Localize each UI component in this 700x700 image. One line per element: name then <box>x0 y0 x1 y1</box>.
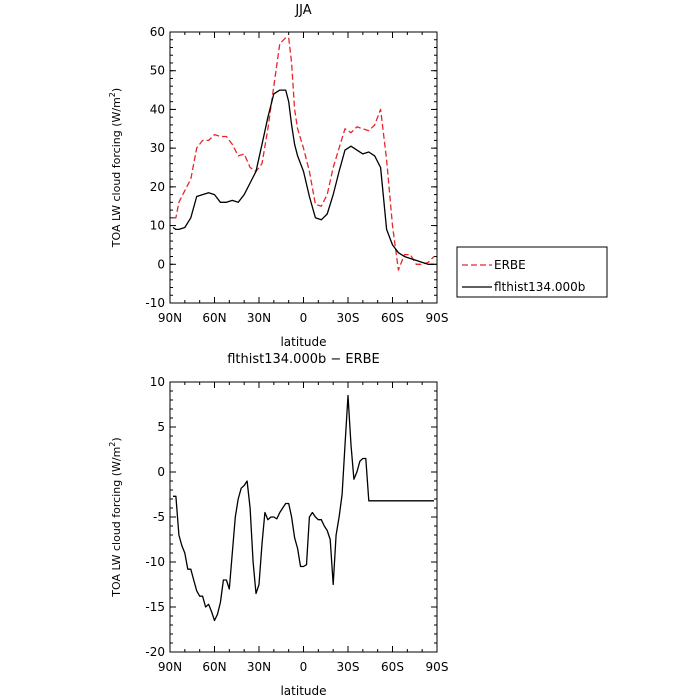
x-tick-label: 90N <box>158 311 182 325</box>
x-tick-label: 90S <box>426 311 449 325</box>
chart-title: JJA <box>294 3 311 18</box>
x-tick-label: 60S <box>381 311 404 325</box>
series-line-erbe <box>173 37 435 271</box>
y-axis-label-main: TOA LW cloud forcing (W/m <box>110 447 123 598</box>
y-tick-label: -20 <box>145 645 165 659</box>
y-tick-label: 5 <box>157 420 165 434</box>
bottom-panel-difference: flthist134.000b − ERBE -20 -15 -10 -5 0 5 10 90N… <box>108 352 448 698</box>
y-axis-label-main: TOA LW cloud forcing (W/m <box>110 97 123 248</box>
x-tick-label: 30S <box>337 660 360 674</box>
x-tick-label: 60N <box>202 660 226 674</box>
y-axis-label-end: ) <box>110 437 123 441</box>
legend-label: flthist134.000b <box>494 280 585 294</box>
x-tick-label: 30N <box>247 311 271 325</box>
x-tick-label: 90S <box>426 660 449 674</box>
y-axis-label: TOA LW cloud forcing (W/m2) <box>108 437 123 597</box>
y-axis-label-end: ) <box>110 88 123 92</box>
x-tick-label: 90N <box>158 660 182 674</box>
y-tick-label: 10 <box>150 219 165 233</box>
y-tick-label: 0 <box>157 465 165 479</box>
x-tick-label: 60S <box>381 660 404 674</box>
x-tick-label: 30N <box>247 660 271 674</box>
y-tick-label: 30 <box>150 141 165 155</box>
y-tick-label: 60 <box>150 25 165 39</box>
x-axis-label: latitude <box>280 684 326 698</box>
y-tick-label: -10 <box>145 296 165 310</box>
y-tick-label: 50 <box>150 64 165 78</box>
difference-line <box>173 394 434 622</box>
series-line-flthist134-000b <box>172 89 434 265</box>
top-panel-jja: JJA -10 0 10 20 30 40 50 60 90N 60N 30N 0 30S 60S 90S la… <box>108 3 608 349</box>
y-axis-label-superscript: 2 <box>108 92 117 97</box>
y-tick-label: 20 <box>150 180 165 194</box>
y-tick-label: 40 <box>150 102 165 116</box>
y-tick-label: -15 <box>145 600 165 614</box>
y-tick-label: 10 <box>150 375 165 389</box>
y-tick-label: -10 <box>145 555 165 569</box>
chart-title: flthist134.000b − ERBE <box>227 352 380 367</box>
legend-label: ERBE <box>494 258 526 272</box>
x-axis-label: latitude <box>280 335 326 349</box>
x-tick-label: 60N <box>202 311 226 325</box>
y-tick-label: 0 <box>157 257 165 271</box>
y-axis-label: TOA LW cloud forcing (W/m2) <box>108 88 123 248</box>
y-tick-label: -5 <box>153 510 165 524</box>
plot-frame <box>169 381 438 653</box>
x-tick-label: 0 <box>300 311 308 325</box>
x-tick-label: 0 <box>300 660 308 674</box>
y-axis-label-superscript: 2 <box>108 442 117 447</box>
x-tick-label: 30S <box>337 311 360 325</box>
legend-box <box>456 246 608 298</box>
